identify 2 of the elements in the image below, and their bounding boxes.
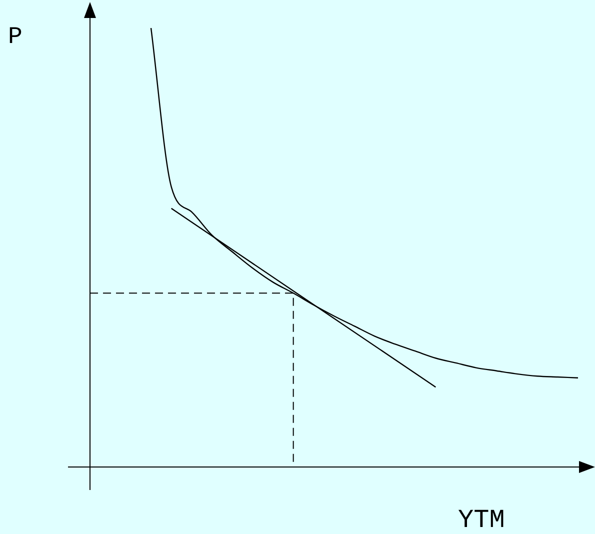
y-axis-title: P [8, 24, 22, 52]
x-axis-title: YTM [458, 505, 505, 534]
